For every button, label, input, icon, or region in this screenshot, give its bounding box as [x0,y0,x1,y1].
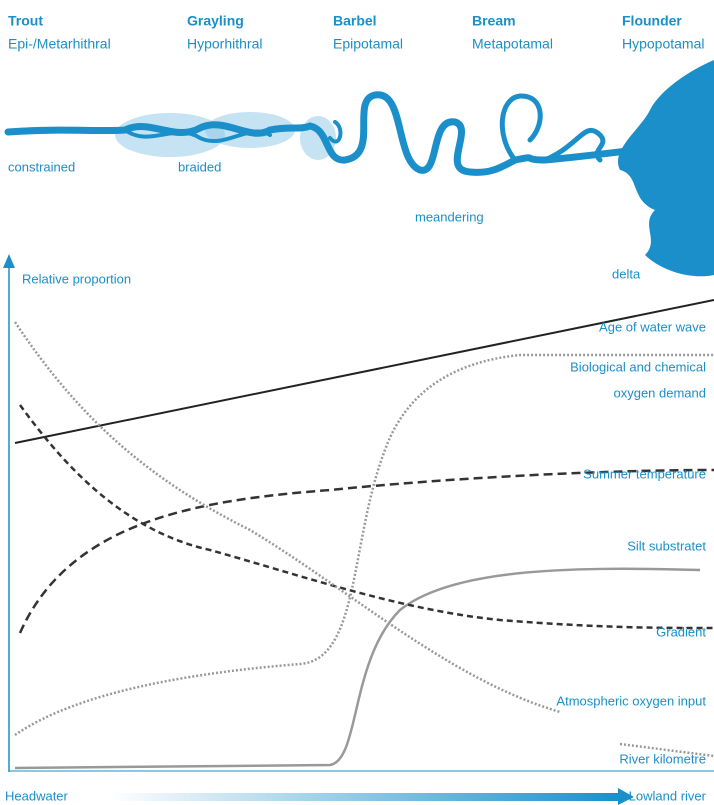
curve-label: Summer temperature [583,466,706,481]
zone-name: Bream [472,13,516,29]
zone-type: Epipotamal [333,36,403,52]
zone-name: Flounder [622,13,682,29]
y-axis-label: Relative proportion [22,271,131,286]
curve-bod [14,353,714,737]
river-form: braided [178,159,221,174]
curve-label: Atmospheric oxygen input [556,693,706,708]
curve-silt [14,567,701,770]
y-axis-arrow [3,254,15,268]
zone-type: Epi-/Metarhithral [8,36,111,52]
zone-type: Hypopotamal [622,36,705,52]
delta [617,60,714,277]
curves [13,299,714,770]
river-form: meandering [415,209,484,224]
zone-name: Barbel [333,13,377,29]
zone-type: Hyporhithral [187,36,262,52]
curve-label: River kilometre [619,751,706,766]
curve-label: oxygen demand [613,385,706,400]
zone-name: Grayling [187,13,244,29]
zone-name: Trout [8,13,43,29]
curve-label: Age of water wave [599,319,706,334]
curve-temperature [18,468,714,634]
river-form: constrained [8,159,75,174]
river-form: delta [612,266,641,281]
river [4,91,684,176]
curve-label: Biological and chemical [570,359,706,374]
curve-age [14,299,714,444]
x-axis-end: Lowland river [629,788,707,803]
curve-label: Gradient [656,624,706,639]
flow-arrow [618,788,634,805]
flow-bar [110,793,620,801]
curve-oxygen [13,321,561,714]
zone-type: Metapotamal [472,36,553,52]
x-axis-start: Headwater [5,788,69,803]
curve-gradient [18,404,714,630]
curve-label: Silt substratet [627,538,706,553]
